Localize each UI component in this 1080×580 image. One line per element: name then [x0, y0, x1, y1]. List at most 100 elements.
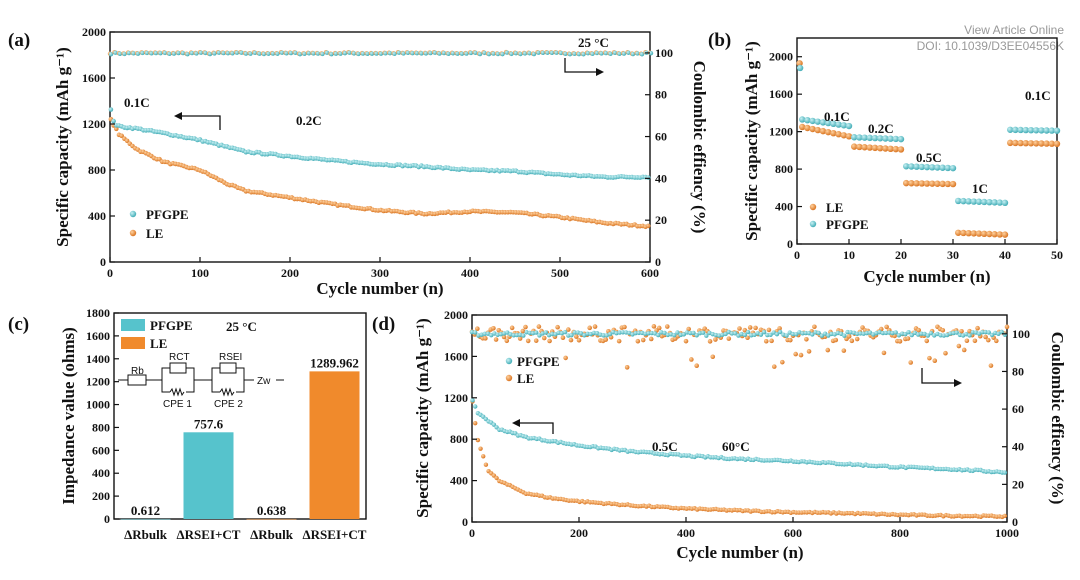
ce-point-pfgpe	[513, 50, 519, 56]
panel-c-y-tick-label: 200	[92, 489, 110, 503]
ce-point-pfgpe	[649, 330, 654, 336]
ce-point-pfgpe	[279, 50, 285, 55]
panel-b-y-tick-label: 400	[775, 200, 793, 214]
circuit-label-cpe1: CPE 1	[163, 399, 192, 410]
capacity-point-le	[877, 144, 884, 152]
bar-3	[309, 371, 360, 519]
ce-point-pfgpe	[761, 329, 767, 335]
capacity-point-pfgpe	[944, 164, 951, 172]
ce-point-le	[710, 354, 716, 360]
panel-b-letter: (b)	[708, 30, 731, 51]
ce-point-pfgpe	[230, 51, 235, 56]
capacity-point-le	[871, 144, 879, 152]
ce-point-pfgpe	[365, 51, 370, 56]
ce-point-le	[780, 359, 785, 365]
ce-point-le	[943, 350, 948, 356]
panel-a-y2-tick-label: 20	[655, 213, 667, 227]
ce-point-pfgpe	[635, 51, 640, 56]
panel-a-y-tick-label: 1200	[82, 117, 106, 131]
panel-c-frame	[113, 312, 367, 520]
panel-a-y2-tick-label: 80	[655, 88, 667, 102]
panel-a-y-tick-label: 1600	[82, 71, 106, 85]
panel-d-y-tick-label: 800	[450, 432, 468, 446]
ce-point-pfgpe	[790, 331, 796, 337]
panel-b-y-tick-label: 1600	[769, 87, 793, 101]
ce-point-pfgpe	[437, 51, 442, 56]
panel-b-x-tick-label: 50	[1051, 248, 1063, 262]
ce-point-le	[616, 338, 622, 344]
x-category-label-3: ΔRSEI+CT	[303, 527, 367, 542]
panel-b-legend-marker-le	[809, 203, 817, 211]
capacity-point-pfgpe	[1002, 470, 1008, 475]
ce-point-pfgpe	[432, 50, 438, 55]
panel-c-legend-le: LE	[150, 336, 167, 351]
ce-point-pfgpe	[171, 51, 177, 56]
panel-a-rate-01c: 0.1C	[124, 95, 150, 110]
ce-point-pfgpe	[378, 51, 384, 56]
panel-c-y-tick-label: 1800	[86, 306, 110, 320]
ce-point-pfgpe	[537, 333, 542, 338]
ce-point-pfgpe	[733, 331, 738, 336]
ce-point-pfgpe	[495, 51, 501, 57]
ce-point-pfgpe	[906, 329, 911, 335]
ce-point-pfgpe	[855, 331, 860, 336]
ce-point-pfgpe	[829, 331, 834, 337]
capacity-point-pfgpe	[913, 163, 920, 170]
ce-point-le	[568, 337, 574, 343]
ce-point-pfgpe	[723, 331, 728, 337]
ce-point-pfgpe	[356, 51, 361, 57]
capacity-point-pfgpe	[861, 134, 868, 141]
ce-point-le	[849, 338, 855, 344]
panel-d-letter: (d)	[372, 314, 395, 335]
ce-point-le	[766, 327, 772, 333]
ce-point-pfgpe	[491, 51, 496, 56]
capacity-point-pfgpe	[955, 197, 962, 205]
ce-point-le	[985, 337, 991, 343]
panel-b-x-tick-label: 0	[794, 248, 800, 262]
ce-point-pfgpe	[603, 50, 609, 56]
panel-d-y-tick-label: 1200	[444, 391, 468, 405]
capacity-point-pfgpe	[1033, 127, 1040, 134]
ce-point-le	[771, 364, 777, 369]
capacity-point-pfgpe	[830, 120, 837, 128]
capacity-point-le	[918, 180, 925, 187]
ce-point-pfgpe	[566, 333, 571, 338]
panel-d-temp: 60°C	[722, 439, 750, 454]
ce-point-le	[541, 335, 547, 341]
panel-c-y-tick-label: 1400	[86, 352, 110, 366]
ce-point-pfgpe	[383, 51, 388, 56]
capacity-point-le	[1017, 139, 1024, 147]
panel-a-x-tick-label: 100	[191, 266, 209, 280]
ce-point-pfgpe	[459, 51, 465, 56]
ce-point-le	[491, 325, 496, 331]
ce-point-pfgpe	[144, 50, 150, 56]
capacity-point-le	[866, 144, 873, 151]
ce-point-le	[509, 325, 515, 331]
capacity-point-pfgpe	[845, 122, 853, 130]
ce-point-le	[576, 337, 582, 343]
ce-point-pfgpe	[563, 51, 568, 56]
panel-a-x-tick-label: 600	[641, 266, 659, 280]
ce-point-le	[536, 324, 542, 329]
ce-point-le	[574, 334, 579, 339]
ce-point-pfgpe	[270, 51, 276, 56]
ce-point-pfgpe	[612, 50, 618, 55]
ce-point-pfgpe	[989, 332, 995, 338]
ce-point-pfgpe	[536, 50, 541, 55]
panel-b-legend-pfgpe: PFGPE	[826, 217, 869, 232]
panel-d-arrowhead-right	[954, 379, 962, 387]
panel-c-y-tick-label: 1000	[86, 398, 110, 412]
bar-0	[120, 518, 171, 520]
capacity-point-le	[799, 123, 806, 131]
ce-point-pfgpe	[315, 51, 321, 56]
ce-point-pfgpe	[469, 329, 475, 335]
panel-c-ticks: 0 200 400 600 800 1000 1200 1400 1600 1800	[86, 306, 119, 526]
ce-point-pfgpe	[765, 332, 770, 338]
panel-a-y-tick-label: 800	[88, 163, 106, 177]
panel-a-rate-02c: 0.2C	[296, 113, 322, 128]
ce-point-pfgpe	[590, 51, 595, 57]
ce-point-pfgpe	[662, 330, 667, 336]
ce-point-le	[648, 336, 654, 342]
ce-point-pfgpe	[867, 330, 873, 335]
ce-point-pfgpe	[243, 51, 249, 56]
